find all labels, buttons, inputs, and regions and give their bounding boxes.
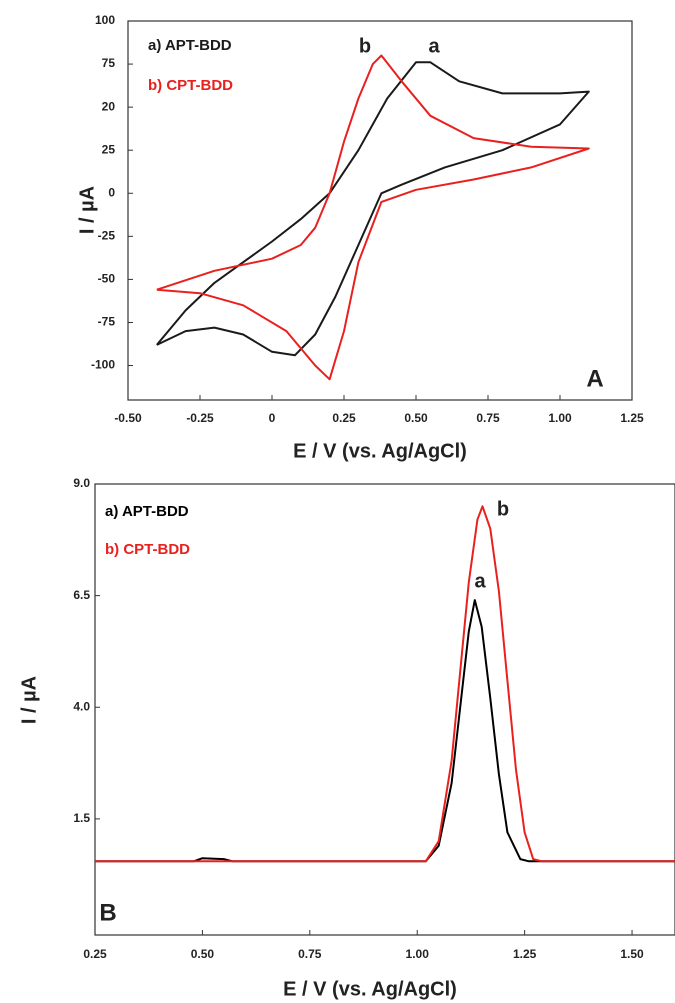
curve-label: b — [359, 35, 371, 57]
x-tick-label: -0.50 — [114, 411, 142, 425]
y-axis-title: I / µA — [76, 186, 98, 234]
plot-frame — [94, 483, 675, 936]
curve-label: a — [428, 35, 440, 57]
data-line — [95, 599, 675, 863]
x-tick-label: 0.25 — [332, 411, 356, 425]
x-tick-label: 1.00 — [406, 947, 430, 961]
x-tick-label: 1.25 — [513, 947, 537, 961]
data-line — [156, 61, 590, 357]
legend-label: a) APT-BDD — [148, 37, 232, 54]
y-tick-label: 25 — [102, 142, 116, 156]
x-tick-label: 0.75 — [298, 947, 322, 961]
x-tick-label: 0.50 — [404, 411, 428, 425]
x-axis-title: E / V (vs. Ag/AgCl) — [293, 440, 467, 462]
legend-label: a) APT-BDD — [105, 503, 189, 520]
legend-label: b) CPT-BDD — [105, 541, 190, 558]
plot-frame — [127, 20, 633, 401]
x-tick-label: 1.00 — [548, 411, 572, 425]
y-axis-title: I / µA — [18, 676, 40, 724]
y-tick-label: 6.5 — [73, 588, 90, 602]
y-tick-label: -25 — [98, 229, 116, 243]
x-tick-label: 0.25 — [83, 947, 107, 961]
x-tick-label: 1.50 — [620, 947, 644, 961]
curve-label: b — [497, 498, 509, 520]
y-tick-label: -100 — [91, 358, 115, 372]
x-axis-title: E / V (vs. Ag/AgCl) — [283, 978, 457, 1000]
y-tick-label: 9.0 — [73, 476, 90, 490]
panel-label: A — [586, 365, 603, 392]
y-tick-label: 0 — [108, 185, 115, 199]
y-tick-label: 75 — [102, 56, 116, 70]
y-tick-label: -50 — [98, 272, 116, 286]
x-tick-label: 0 — [269, 411, 276, 425]
curve-label: a — [474, 570, 486, 592]
x-tick-label: 0.75 — [476, 411, 500, 425]
x-tick-label: -0.25 — [186, 411, 214, 425]
data-line — [156, 54, 590, 381]
y-tick-label: 4.0 — [73, 699, 90, 713]
y-tick-label: -75 — [98, 315, 116, 329]
x-tick-label: 0.50 — [191, 947, 215, 961]
legend-label: b) CPT-BDD — [148, 77, 233, 94]
data-line — [95, 505, 675, 863]
panel-label: B — [99, 899, 116, 926]
x-tick-label: 1.25 — [620, 411, 644, 425]
y-tick-label: 1.5 — [73, 811, 90, 825]
y-tick-label: 20 — [102, 99, 116, 113]
y-tick-label: 100 — [95, 13, 115, 27]
